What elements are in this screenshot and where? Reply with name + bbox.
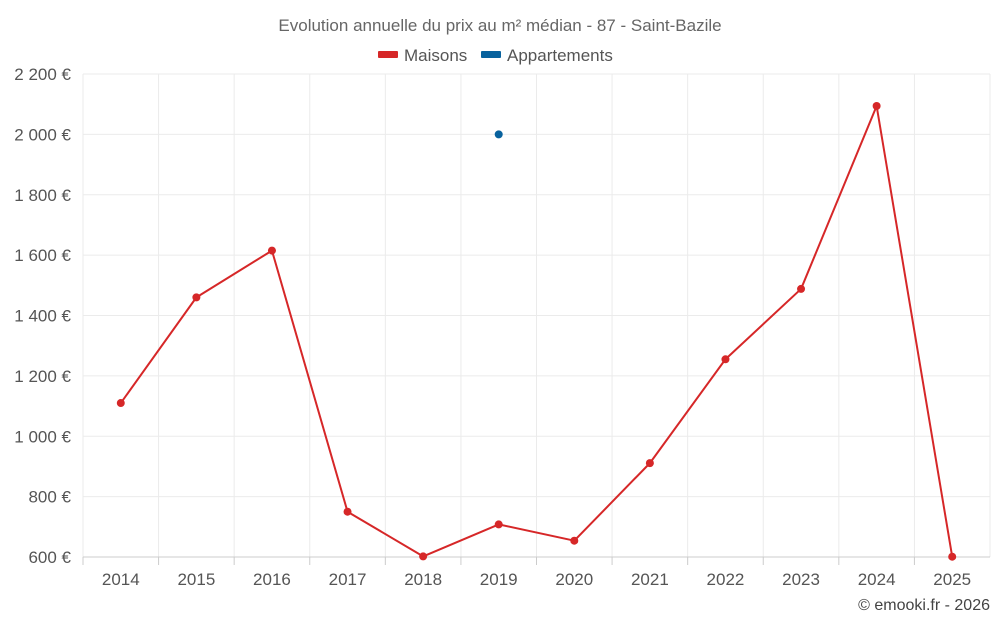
- series-line-maisons: [119, 104, 954, 558]
- data-point-maisons[interactable]: [721, 355, 730, 364]
- legend-swatch-maisons: [378, 51, 398, 58]
- y-tick-label: 1 800 €: [14, 186, 71, 205]
- legend-swatch-appartements: [481, 51, 501, 58]
- data-point-maisons[interactable]: [192, 293, 201, 302]
- data-point-maisons[interactable]: [570, 536, 579, 545]
- x-tick-label: 2015: [177, 570, 215, 589]
- y-tick-label: 1 400 €: [14, 307, 71, 326]
- y-tick-label: 1 600 €: [14, 246, 71, 265]
- x-tick-label: 2023: [782, 570, 820, 589]
- y-tick-label: 1 000 €: [14, 427, 71, 446]
- x-tick-label: 2020: [555, 570, 593, 589]
- legend-item-maisons[interactable]: Maisons: [378, 46, 467, 65]
- legend-label-maisons: Maisons: [404, 46, 467, 65]
- data-point-maisons[interactable]: [267, 246, 276, 255]
- x-tick-label: 2022: [707, 570, 745, 589]
- x-tick-label: 2018: [404, 570, 442, 589]
- y-tick-label: 2 000 €: [14, 125, 71, 144]
- data-point-maisons[interactable]: [797, 284, 806, 293]
- data-point-maisons[interactable]: [494, 520, 503, 529]
- data-point-maisons[interactable]: [645, 459, 654, 468]
- data-point-maisons[interactable]: [948, 552, 957, 561]
- data-point-maisons[interactable]: [419, 552, 428, 561]
- grid: [82, 73, 991, 558]
- chart-title: Evolution annuelle du prix au m² médian …: [278, 16, 721, 35]
- x-tick-label: 2024: [858, 570, 896, 589]
- x-tick-label: 2017: [329, 570, 367, 589]
- axes: 600 € 800 € 1 000 € 1 200 € 1 400 € 1 600 € 1 …: [14, 65, 990, 589]
- y-tick-label: 2 200 €: [14, 65, 71, 84]
- credit-text: © emooki.fr - 2026: [858, 597, 990, 614]
- y-tick-label: 1 200 €: [14, 367, 71, 386]
- x-tick-label: 2016: [253, 570, 291, 589]
- data-point-maisons[interactable]: [343, 507, 352, 516]
- x-tick-label: 2021: [631, 570, 669, 589]
- legend-item-appartements[interactable]: Appartements: [481, 46, 613, 65]
- data-point-appartements[interactable]: [494, 130, 503, 139]
- legend: Maisons Appartements: [378, 46, 613, 65]
- legend-label-appartements: Appartements: [507, 46, 613, 65]
- data-point-maisons[interactable]: [872, 101, 881, 110]
- y-tick-label: 600 €: [28, 548, 71, 567]
- series: [116, 101, 957, 561]
- x-tick-label: 2025: [933, 570, 971, 589]
- y-tick-label: 800 €: [28, 488, 71, 507]
- x-tick-label: 2014: [102, 570, 140, 589]
- data-point-maisons[interactable]: [116, 399, 125, 408]
- x-tick-label: 2019: [480, 570, 518, 589]
